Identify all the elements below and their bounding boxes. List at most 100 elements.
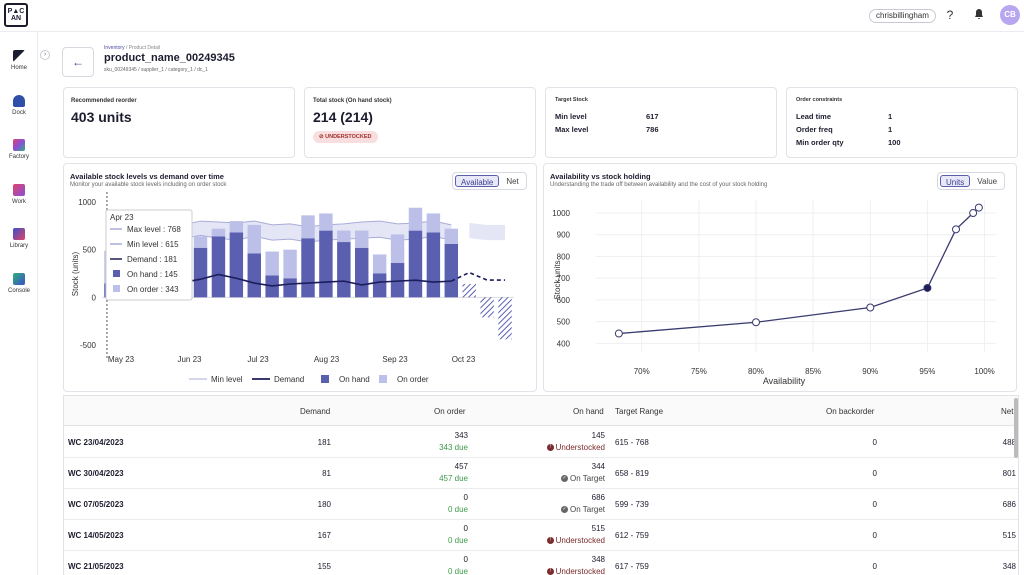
sidebar-item-home[interactable]: Home	[0, 50, 38, 71]
forecast-table: Demand On order On hand Target Range On …	[63, 395, 1019, 575]
header-on-backorder[interactable]: On backorder	[826, 407, 875, 416]
on-order-cell: 0	[463, 524, 468, 533]
sidebar-item-library[interactable]: Library	[0, 228, 38, 249]
y-tick-label: 1000	[78, 198, 96, 207]
help-icon[interactable]: ?	[946, 8, 954, 22]
sidebar-item-dock[interactable]: Dock	[0, 95, 38, 116]
selected-point	[923, 283, 932, 292]
header-on-order[interactable]: On order	[434, 407, 466, 416]
y-tick-label: 600	[557, 296, 571, 305]
data-point	[969, 209, 978, 218]
min-order-qty-value: 100	[888, 138, 901, 147]
on-hand-cell: 515	[591, 524, 605, 533]
bar-on-order	[390, 234, 405, 264]
badge-label: UNDERSTOCKED	[325, 134, 372, 140]
stock-status-label: Understocked	[555, 536, 605, 545]
series-curve	[618, 207, 980, 335]
product-subtitle: sku_00249345 / supplier_1 / category_1 /…	[104, 67, 208, 73]
sidebar-item-work[interactable]: Work	[0, 184, 38, 205]
series-demand-forecast	[450, 271, 506, 282]
breadcrumb: Inventory / Product Detail	[104, 45, 160, 51]
table-row[interactable]: WC 21/05/2023 155 0 0 due 348 ! Understoc…	[64, 551, 1018, 575]
total-stock-card: Total stock (On hand stock) 214 (214) ⊘ …	[304, 87, 536, 158]
bar-on-hand	[301, 238, 315, 298]
y-tick-label: -500	[80, 341, 97, 350]
table-row[interactable]: WC 23/04/2023 181 343 343 due 145 ! Under…	[64, 427, 1018, 458]
app-logo[interactable]: P▲C AN	[4, 3, 28, 27]
y-tick-label: 500	[557, 318, 571, 327]
sidebar-collapse-button[interactable]: ›	[40, 50, 50, 60]
card-label: Recommended reorder	[71, 98, 137, 104]
data-point	[866, 303, 875, 312]
toggle-available[interactable]: Available	[455, 175, 500, 187]
lead-time-value: 1	[888, 112, 893, 121]
week-cell: WC 14/05/2023	[68, 531, 124, 540]
tooltip-row: On hand : 145	[127, 270, 178, 279]
stock-levels-chart: 1000 500 0 -500 Stock (units) May 23 Jun 23 Jul…	[71, 192, 514, 384]
min-order-qty-label: Min order qty	[796, 138, 844, 147]
header-on-hand[interactable]: On hand	[573, 407, 604, 416]
console-icon	[13, 273, 25, 285]
y-tick-label: 800	[557, 252, 571, 261]
week-cell: WC 30/04/2023	[68, 469, 124, 478]
bell-icon[interactable]	[972, 8, 986, 22]
table-row[interactable]: WC 14/05/2023 167 0 0 due 515 ! Understoc…	[64, 520, 1018, 551]
due-cell: 343 due	[439, 443, 468, 452]
x-tick-label: Sep 23	[382, 355, 408, 364]
toggle-net[interactable]: Net	[506, 177, 519, 186]
toggle-value[interactable]: Value	[977, 177, 998, 186]
bar-on-hand	[355, 247, 369, 298]
bar-on-order	[408, 207, 423, 231]
sidebar-item-factory[interactable]: Factory	[0, 139, 38, 160]
y-axis-label: Stock (units)	[71, 251, 80, 296]
stock-status: ✓ On Target	[561, 505, 605, 514]
x-tick-label: 80%	[748, 367, 764, 376]
legend-swatch	[321, 375, 329, 383]
bar-on-hand	[337, 242, 351, 298]
target-stock-card: Target Stock Min level 617 Max level 786	[545, 87, 777, 158]
backorder-cell: 0	[872, 562, 877, 571]
legend-label: Min level	[211, 375, 243, 384]
header-demand[interactable]: Demand	[300, 407, 331, 416]
stock-status: ✓ On Target	[561, 474, 605, 483]
bar-on-hand	[193, 247, 208, 298]
order-constraints-card: Order constraints Lead time 1 Order freq…	[786, 87, 1018, 158]
table-row[interactable]: WC 30/04/2023 81 457 457 due 344 ✓ On Tar…	[64, 458, 1018, 489]
bar-on-order	[426, 213, 441, 233]
x-tick-label: Jul 23	[247, 355, 269, 364]
y-tick-label: 900	[557, 231, 571, 240]
target-range-cell: 612 - 759	[615, 531, 649, 540]
demand-cell: 167	[317, 531, 331, 540]
tooltip-row: On order : 343	[127, 285, 179, 294]
chart-title: Availability vs stock holding	[550, 172, 651, 181]
lead-time-label: Lead time	[796, 112, 832, 121]
sidebar-item-console[interactable]: Console	[0, 273, 38, 294]
bar-on-hand	[426, 232, 441, 298]
breadcrumb-inventory[interactable]: Inventory	[104, 45, 125, 51]
bar-on-order	[211, 228, 226, 237]
table-row[interactable]: WC 07/05/2023 180 0 0 due 686 ✓ On Target…	[64, 489, 1018, 520]
username-pill[interactable]: chrisbillingham	[869, 9, 936, 23]
header-target-range[interactable]: Target Range	[615, 407, 664, 416]
back-button[interactable]: ←	[62, 47, 94, 77]
bar-on-order	[301, 215, 315, 239]
avatar[interactable]: CB	[1000, 5, 1020, 25]
bar-on-hand	[247, 253, 261, 298]
backorder-cell: 0	[872, 438, 877, 447]
bar-on-order	[337, 230, 351, 243]
bar-on-order	[247, 224, 261, 254]
toggle-units[interactable]: Units	[940, 175, 971, 187]
bar-on-hand	[319, 230, 333, 298]
x-tick-label: 70%	[634, 367, 650, 376]
header-net[interactable]: Net	[1001, 407, 1014, 416]
y-tick-label: 500	[83, 246, 97, 255]
factory-icon	[13, 139, 25, 151]
due-cell: 0 due	[447, 536, 468, 545]
x-tick-label: 90%	[862, 367, 878, 376]
target-range-cell: 658 - 819	[615, 469, 649, 478]
data-point	[952, 225, 960, 234]
page-title: product_name_00249345	[104, 52, 235, 64]
sidebar-item-label: Library	[9, 243, 29, 249]
breadcrumb-current: Product Detail	[128, 45, 161, 51]
table-scrollbar[interactable]	[1014, 398, 1018, 458]
